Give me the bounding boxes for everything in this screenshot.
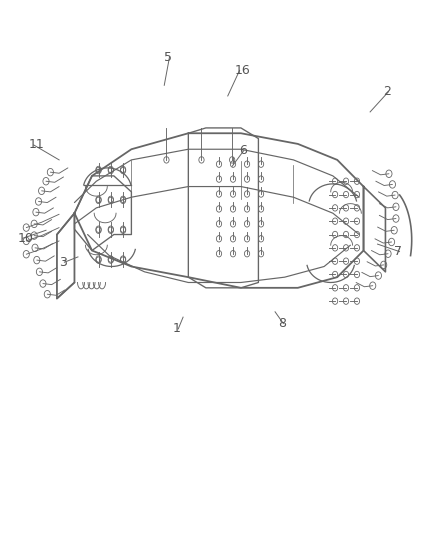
Text: 5: 5 xyxy=(164,51,172,63)
Text: 8: 8 xyxy=(278,317,286,330)
Text: 1: 1 xyxy=(173,322,181,335)
Text: 11: 11 xyxy=(28,139,44,151)
Text: 16: 16 xyxy=(234,64,250,77)
Text: 2: 2 xyxy=(383,85,391,98)
Text: 6: 6 xyxy=(239,144,247,157)
Text: 3: 3 xyxy=(59,256,67,269)
Text: 7: 7 xyxy=(394,245,402,258)
Text: 10: 10 xyxy=(18,232,33,245)
